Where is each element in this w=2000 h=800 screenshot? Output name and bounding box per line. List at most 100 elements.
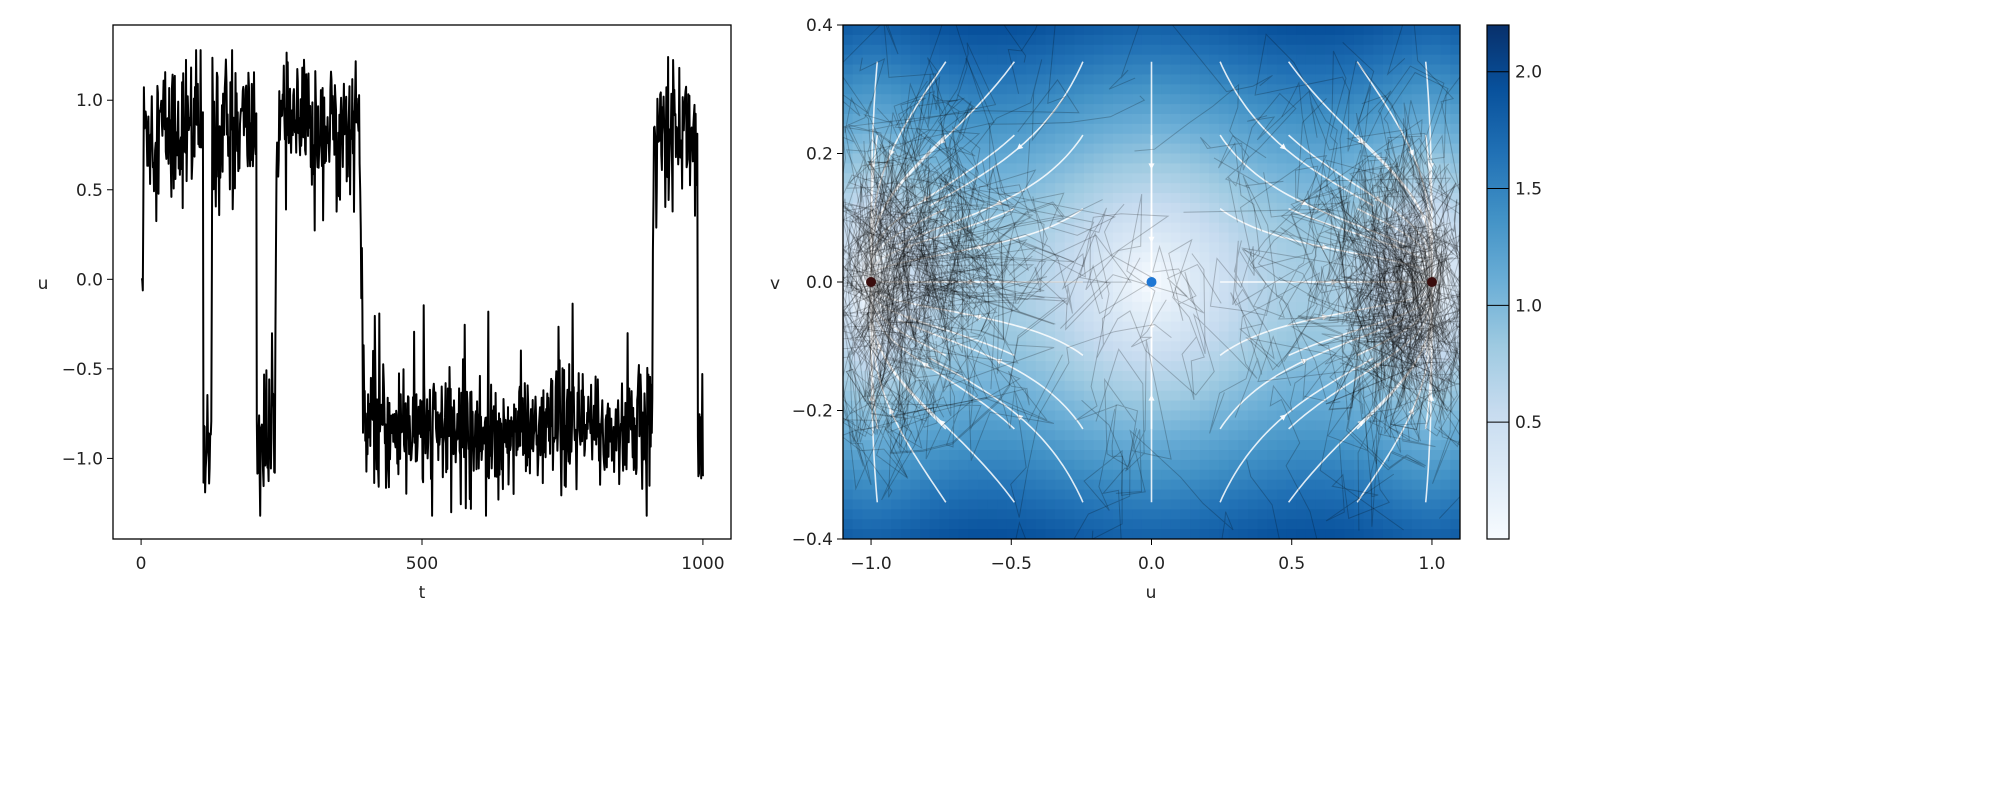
heatmap-cell <box>1440 113 1451 125</box>
trajectory-path <box>1317 118 1436 391</box>
heatmap-cell <box>987 163 998 174</box>
trajectory-path <box>1246 459 1280 539</box>
heatmap-cell <box>852 252 863 263</box>
heatmap-cell <box>1411 282 1423 293</box>
heatmap-cell <box>910 212 921 224</box>
heatmap-cell <box>1151 113 1162 125</box>
heatmap-cell <box>1440 301 1451 313</box>
heatmap-cell <box>1084 430 1095 441</box>
heatmap-cell <box>1411 469 1423 481</box>
heatmap-cell <box>881 469 892 481</box>
heatmap-cell <box>1026 202 1037 214</box>
heatmap-cell <box>1209 173 1220 184</box>
heatmap-cell <box>1180 410 1191 421</box>
heatmap-cell <box>1276 301 1288 313</box>
heatmap-cell <box>1450 64 1460 76</box>
heatmap-cell <box>1122 351 1133 362</box>
heatmap-cell <box>852 232 863 244</box>
heatmap-cell <box>1286 212 1297 224</box>
heatmap-cell <box>891 430 902 441</box>
heatmap-cell <box>1228 361 1239 372</box>
heatmap-cell <box>843 311 854 323</box>
heatmap-cell <box>1055 262 1066 273</box>
heatmap-cell <box>1170 459 1182 471</box>
heatmap-cell <box>1450 291 1460 303</box>
heatmap-cell <box>862 54 873 66</box>
heatmap-cell <box>1440 489 1451 501</box>
heatmap-cell <box>871 202 883 214</box>
heatmap-cell <box>1344 519 1355 530</box>
heatmap-cell <box>1151 499 1162 510</box>
trajectory-path <box>843 252 1055 478</box>
heatmap-cell <box>1132 459 1143 471</box>
heatmap-cell <box>1151 430 1162 441</box>
heatmap-cell <box>1141 202 1153 214</box>
heatmap-cell <box>1199 94 1210 105</box>
heatmap-cell <box>1431 272 1442 283</box>
heatmap-cell <box>1209 430 1220 441</box>
heatmap-cell <box>1411 321 1423 333</box>
heatmap-cell <box>1180 202 1191 214</box>
heatmap-cell <box>1026 64 1037 76</box>
heatmap-cell <box>1209 54 1220 66</box>
left-y-axis: −1.0−0.50.00.51.0 <box>62 91 113 469</box>
heatmap-cell <box>977 479 989 491</box>
trajectory-path <box>1095 339 1172 494</box>
heatmap-cell <box>1238 370 1249 382</box>
heatmap-cell <box>1344 94 1355 105</box>
heatmap-cell <box>1209 104 1220 115</box>
heatmap-cell <box>1064 113 1075 125</box>
heatmap-cell <box>871 440 883 451</box>
heatmap-cell <box>881 331 892 342</box>
heatmap-cell <box>920 509 931 520</box>
heatmap-cell <box>1382 410 1394 421</box>
heatmap-cell <box>1084 499 1095 510</box>
heatmap-cell <box>1257 489 1268 501</box>
heatmap-cell <box>1199 321 1210 333</box>
heatmap-cell <box>1074 143 1085 155</box>
heatmap-cell <box>1353 529 1365 539</box>
heatmap-cell <box>1180 499 1191 510</box>
heatmap-cell <box>1093 489 1104 501</box>
heatmap-cell <box>862 123 873 135</box>
heatmap-cell <box>1218 133 1230 145</box>
streamline-arrow <box>995 199 1003 205</box>
heatmap-cell <box>1373 242 1384 253</box>
heatmap-cell <box>1112 183 1124 194</box>
heatmap-cell <box>1190 133 1201 145</box>
heatmap-cell <box>1112 143 1124 155</box>
heatmap-cell <box>1257 262 1268 273</box>
heatmap-cell <box>958 272 969 283</box>
heatmap-cell <box>871 143 883 155</box>
heatmap-cell <box>920 183 931 194</box>
heatmap-cell <box>1382 153 1394 164</box>
heatmap-cell <box>1122 123 1133 135</box>
heatmap-cell <box>1247 341 1259 352</box>
heatmap-cell <box>1161 232 1172 244</box>
heatmap-cell <box>1402 529 1413 539</box>
heatmap-cell <box>1045 193 1056 204</box>
heatmap-cell <box>1055 459 1066 471</box>
heatmap-cell <box>852 410 863 421</box>
heatmap-cell <box>1334 440 1345 451</box>
heatmap-cell <box>1006 469 1018 481</box>
heatmap-cell <box>1055 212 1066 224</box>
heatmap-cell <box>1305 489 1316 501</box>
heatmap-cell <box>1170 400 1182 412</box>
heatmap-cell <box>1286 351 1297 362</box>
heatmap-cell <box>1257 410 1268 421</box>
heatmap-cell <box>1286 173 1297 184</box>
heatmap-cell <box>1190 410 1201 421</box>
heatmap-cell <box>1209 361 1220 372</box>
heatmap-cell <box>1180 54 1191 66</box>
heatmap-cell <box>1411 479 1423 491</box>
heatmap-cell <box>1103 390 1114 402</box>
heatmap-cell <box>939 459 950 471</box>
heatmap-cell <box>1373 84 1384 95</box>
heatmap-cell <box>1006 163 1018 174</box>
heatmap-cell <box>1170 163 1182 174</box>
heatmap-cell <box>862 430 873 441</box>
heatmap-cell <box>1045 450 1056 461</box>
heatmap-cell <box>1431 459 1442 471</box>
left-y-axis-label: u <box>38 274 49 294</box>
